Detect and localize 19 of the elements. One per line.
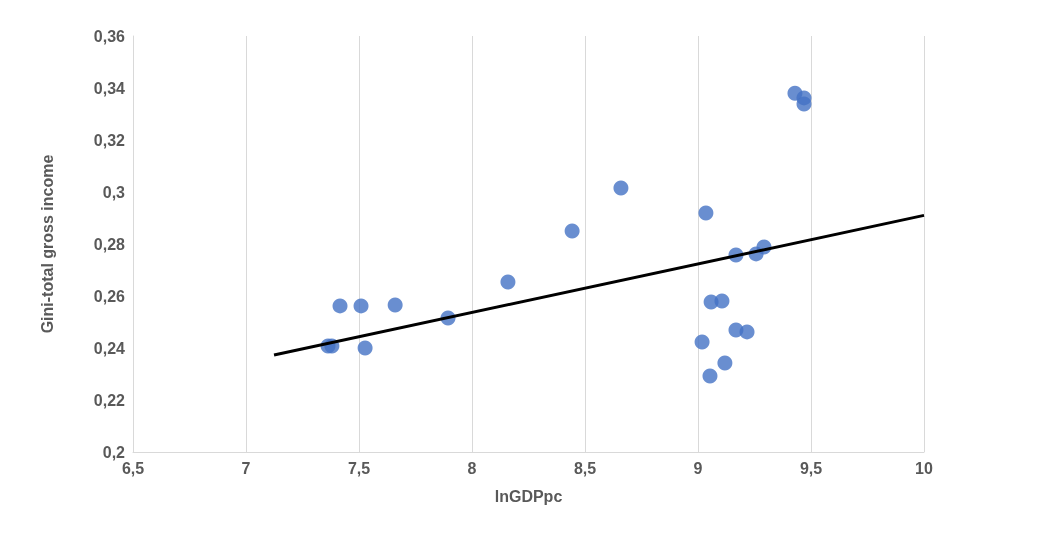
x-tick-label: 9 (693, 459, 703, 477)
y-tick-label: 0,28 (93, 235, 126, 253)
x-tick-label: 8,5 (573, 459, 597, 477)
y-tick-label: 0,22 (93, 391, 126, 409)
y-tick-label: 0,2 (102, 443, 126, 461)
x-tick-label: 7 (241, 459, 251, 477)
y-tick-label: 0,32 (93, 131, 126, 149)
x-tick-label: 7,5 (347, 459, 371, 477)
x-tick-label: 6,5 (121, 459, 145, 477)
x-tick-label: 9,5 (799, 459, 823, 477)
y-tick-label: 0,24 (93, 339, 126, 357)
y-tick-label: 0,26 (93, 287, 126, 305)
y-tick-label: 0,36 (93, 27, 126, 45)
x-tick-label: 10 (915, 459, 933, 477)
y-tick-label: 0,34 (93, 79, 126, 97)
x-axis-title: lnGDPpc (494, 487, 563, 505)
y-axis-title: Gini-total gross income (38, 154, 56, 334)
y-tick-label: 0,3 (102, 183, 126, 201)
x-tick-label: 8 (467, 459, 477, 477)
